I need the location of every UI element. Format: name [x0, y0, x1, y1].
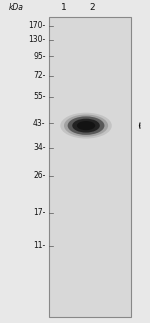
Text: 34-: 34-: [33, 143, 46, 152]
Ellipse shape: [72, 119, 100, 132]
Ellipse shape: [68, 116, 104, 135]
Text: 1: 1: [61, 4, 67, 13]
Bar: [48, 17, 131, 317]
Text: 95-: 95-: [33, 52, 46, 61]
Text: 55-: 55-: [33, 92, 46, 101]
Text: 17-: 17-: [33, 208, 46, 217]
Text: 26-: 26-: [33, 171, 46, 180]
Text: 170-: 170-: [28, 21, 46, 30]
Text: kDa: kDa: [9, 4, 24, 13]
Text: 130-: 130-: [28, 35, 46, 44]
Ellipse shape: [64, 115, 108, 137]
Ellipse shape: [60, 113, 112, 139]
Text: 72-: 72-: [33, 71, 46, 80]
Ellipse shape: [77, 121, 95, 130]
Text: 2: 2: [90, 4, 96, 13]
Text: 43-: 43-: [33, 119, 46, 128]
Text: 11-: 11-: [33, 241, 46, 250]
